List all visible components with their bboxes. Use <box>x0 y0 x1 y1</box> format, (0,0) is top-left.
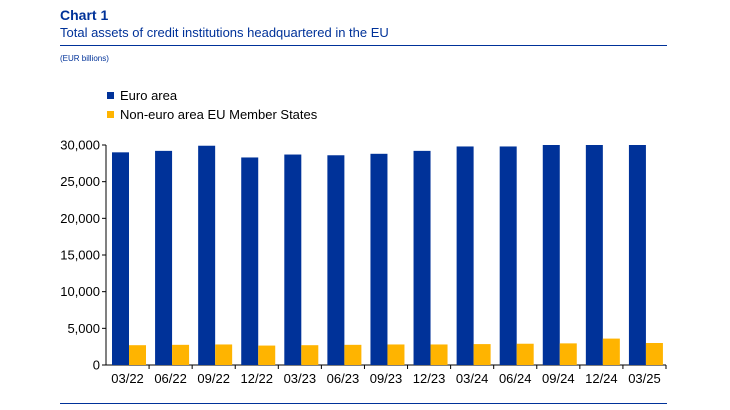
bar-euro-area <box>628 145 646 365</box>
y-tick-label: 5,000 <box>67 321 100 336</box>
bar-euro-area <box>542 145 560 365</box>
bar-non-euro <box>645 343 663 365</box>
y-tick-label: 30,000 <box>60 138 100 153</box>
bar-euro-area <box>155 150 173 365</box>
bar-non-euro <box>602 338 620 365</box>
y-tick-label: 20,000 <box>60 211 100 226</box>
x-tick-label: 12/22 <box>240 371 273 386</box>
bar-euro-area <box>327 155 345 365</box>
x-tick-label: 12/23 <box>413 371 446 386</box>
x-tick-label: 03/25 <box>628 371 661 386</box>
bar-euro-area <box>241 157 259 365</box>
y-tick-label: 0 <box>93 358 100 373</box>
legend-label-non-euro: Non-euro area EU Member States <box>120 107 318 122</box>
x-tick-label: 03/23 <box>284 371 317 386</box>
bar-non-euro <box>516 343 534 365</box>
x-tick-label: 06/23 <box>327 371 360 386</box>
y-tick-label: 15,000 <box>60 248 100 263</box>
bar-non-euro <box>258 345 276 365</box>
bar-non-euro <box>559 343 577 365</box>
bar-euro-area <box>499 146 517 365</box>
legend-item-non-euro: Non-euro area EU Member States <box>107 105 317 124</box>
bar-euro-area <box>112 152 129 365</box>
bar-euro-area <box>370 153 388 365</box>
bar-euro-area <box>585 145 603 365</box>
bar-non-euro <box>172 344 190 365</box>
bar-non-euro <box>344 344 362 365</box>
x-tick-label: 09/23 <box>370 371 403 386</box>
x-tick-label: 09/22 <box>197 371 230 386</box>
bar-non-euro <box>430 344 448 365</box>
bar-non-euro <box>215 344 233 365</box>
bar-non-euro <box>387 344 405 365</box>
bottom-divider <box>60 403 667 404</box>
y-tick-label: 25,000 <box>60 174 100 189</box>
legend-label-euro-area: Euro area <box>120 88 178 103</box>
bar-non-euro <box>473 344 491 365</box>
legend-swatch-euro-area <box>107 92 114 99</box>
bar-euro-area <box>198 145 216 365</box>
unit-label: (EUR billions) <box>60 54 109 63</box>
x-tick-label: 03/24 <box>456 371 489 386</box>
x-tick-label: 12/24 <box>585 371 618 386</box>
y-tick-label: 10,000 <box>60 284 100 299</box>
bar-non-euro <box>301 345 319 365</box>
x-tick-label: 03/22 <box>111 371 144 386</box>
x-tick-label: 09/24 <box>542 371 575 386</box>
chart-label: Chart 1 <box>60 7 109 23</box>
x-tick-label: 06/24 <box>499 371 532 386</box>
legend: Euro area Non-euro area EU Member States <box>107 86 317 124</box>
bar-euro-area <box>284 154 302 365</box>
legend-item-euro-area: Euro area <box>107 86 317 105</box>
x-tick-label: 06/22 <box>154 371 187 386</box>
chart-subtitle: Total assets of credit institutions head… <box>60 25 389 40</box>
top-divider <box>60 45 667 46</box>
bar-non-euro <box>129 345 146 365</box>
legend-swatch-non-euro <box>107 111 114 118</box>
bar-euro-area <box>456 146 474 365</box>
bar-euro-area <box>413 150 431 365</box>
